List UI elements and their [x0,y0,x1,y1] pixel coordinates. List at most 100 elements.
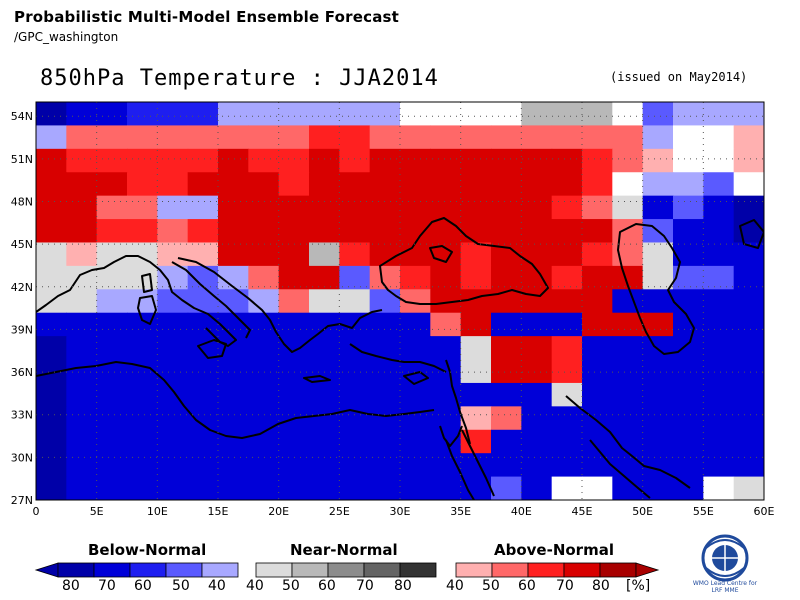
grid-cell [278,429,310,454]
grid-cell [551,172,583,197]
grid-cell [36,172,67,197]
grid-cell [430,336,462,361]
grid-cell [157,382,189,407]
legend-swatch [363,562,401,578]
grid-cell [521,336,553,361]
grid-cell [521,195,553,220]
grid-cell [96,429,128,454]
grid-cell [703,406,735,431]
grid-cell [36,453,67,478]
grid-cell [642,148,674,173]
grid-cell [96,476,128,500]
grid-cell [703,195,735,220]
lon-label: 20E [268,505,289,518]
grid-cell [551,242,583,267]
grid-cell [733,476,764,500]
grid-cell [96,382,128,407]
grid-cell [400,382,431,407]
legend [34,562,660,578]
grid-cell [187,219,219,244]
grid-cell [612,289,644,314]
coast-sinai [439,425,463,447]
grid-cell [582,312,613,337]
coast-arabia-east [589,439,651,499]
grid-cell [127,172,158,197]
legend-scale-label: 50 [282,578,300,594]
grid-cell [582,406,613,431]
grid-cell [309,242,340,267]
grid-cell [460,102,492,127]
grid-cell [218,336,249,361]
grid-cell [218,406,249,431]
grid-cell [460,242,492,267]
lon-label: 30E [390,505,411,518]
grid-cell [157,219,189,244]
issued-date: (issued on May2014) [610,70,748,84]
legend-scale-label: 70 [98,578,116,594]
grid-cell [460,172,492,197]
grid-cell [491,312,522,337]
legend-scale-label: 40 [208,578,226,594]
grid-cell [66,453,98,478]
wmo-logo-text: WMO Lead Centre for LRF MME [692,580,758,594]
grid-cell [96,406,128,431]
grid-cell [612,195,644,220]
grid-cell [673,289,704,314]
grid-cell [400,195,431,220]
legend-scale-label: 60 [518,578,536,594]
grid-cell [673,102,704,127]
legend-scale-label: 70 [556,578,574,594]
grid-cell [733,289,764,314]
grid-cell [673,195,704,220]
grid-cell [127,102,158,127]
grid-cell [339,382,371,407]
grid-cell [612,148,644,173]
grid-cell [278,476,310,500]
grid-cell [430,382,462,407]
grid-cell [127,336,158,361]
grid-cell [127,148,158,173]
grid-cell [460,289,492,314]
grid-cell [703,172,735,197]
grid-cell [582,102,613,127]
lon-label: 40E [511,505,532,518]
grid-cell [642,406,674,431]
legend-swatch [165,562,203,578]
grid-cell [460,125,492,150]
grid-cell [430,195,462,220]
grid-cell [369,102,401,127]
grid-cell [96,312,128,337]
grid-cell [491,148,522,173]
grid-cell [612,406,644,431]
grid-cell [36,265,67,290]
grid-cell [157,429,189,454]
grid-cell [521,125,553,150]
grid-cell [369,359,401,384]
grid-cell [66,312,98,337]
grid-cell [582,289,613,314]
coastlines [36,217,764,500]
grid-cell [430,102,462,127]
grid-cell [248,195,280,220]
grid-cell [673,406,704,431]
grid-cell [703,312,735,337]
grid-cell [309,219,340,244]
grid-cell [369,289,401,314]
grid-cell [248,382,280,407]
grid-cell [703,336,735,361]
grid-cell [66,125,98,150]
grid-cell [127,195,158,220]
grid-cell [612,336,644,361]
lat-label: 27N [11,494,33,507]
grid-cell [36,125,67,150]
grid-cell [612,382,644,407]
grid-cell [703,242,735,267]
grid-cell [187,172,219,197]
grid-cell [642,429,674,454]
grid-cell [218,476,249,500]
legend-swatch [291,562,329,578]
grid-cell [491,219,522,244]
grid-cell [703,102,735,127]
grid-cell [642,242,674,267]
